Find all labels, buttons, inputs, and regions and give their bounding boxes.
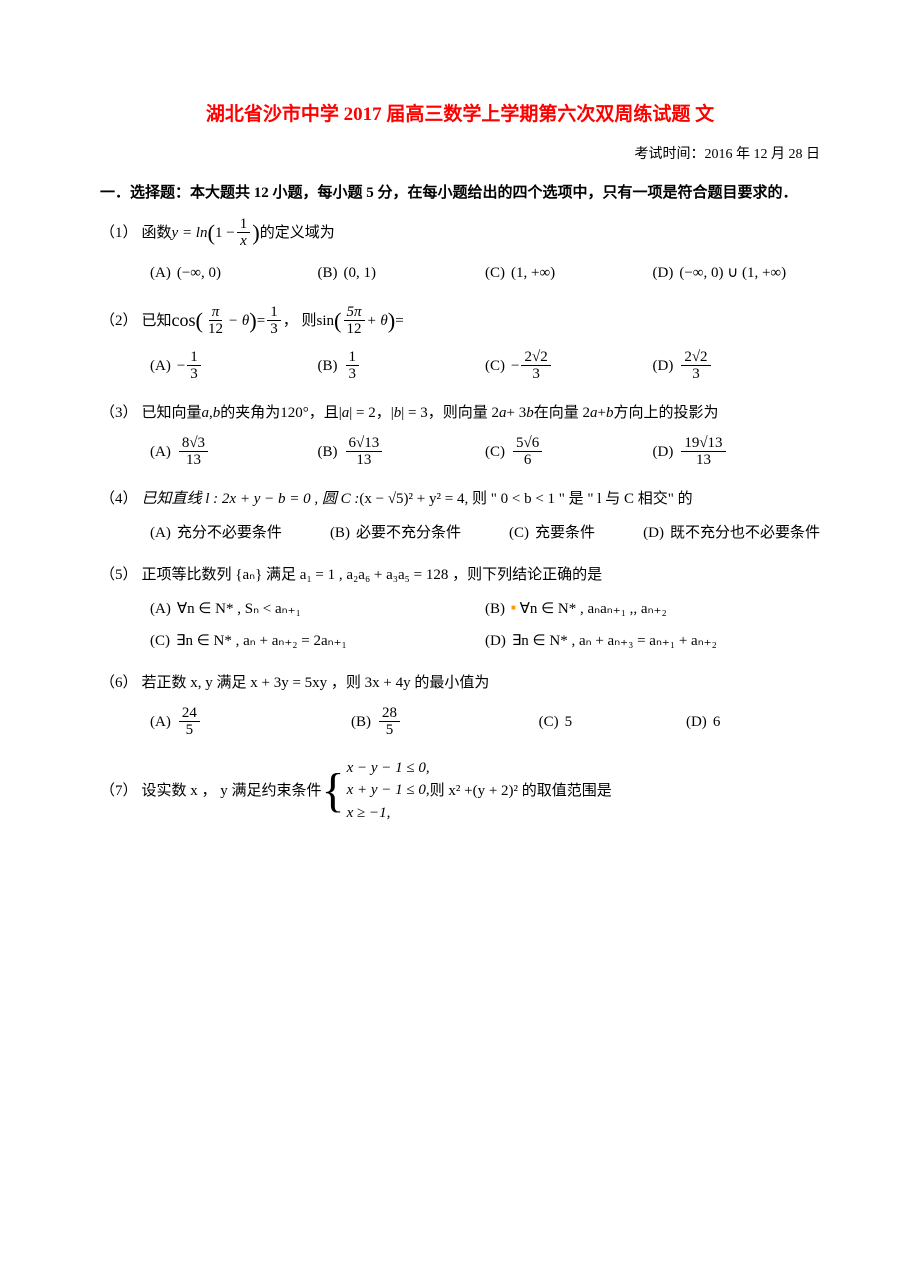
q5-row2: (C)∃n ∈ N* , aₙ + aₙ₊₂ = 2aₙ₊₁ (D)∃n ∈ N…: [100, 629, 820, 653]
q4-opt-d: (D)既不充分也不必要条件: [643, 521, 820, 545]
q4-opt-b: (B)必要不充分条件: [330, 521, 461, 545]
question-1: （1） 函数 y = ln ( 1 − 1 x ) 的定义域为 (A)(−∞, …: [100, 215, 820, 285]
q1-stem: （1） 函数 y = ln ( 1 − 1 x ) 的定义域为: [100, 215, 820, 251]
q4-stem: （4） 已知直线 l : 2x + y − b = 0 , 圆 C : (x −…: [100, 487, 820, 511]
q5-opt-a: (A)∀n ∈ N* , Sₙ < aₙ₊₁: [150, 597, 485, 621]
question-4: （4） 已知直线 l : 2x + y − b = 0 , 圆 C : (x −…: [100, 487, 820, 545]
q5-opt-d: (D)∃n ∈ N* , aₙ + aₙ₊₃ = aₙ₊₁ + aₙ₊₂: [485, 629, 820, 653]
q3-opt-a: (A)8√313: [150, 435, 318, 469]
question-7: （7） 设实数 x ， y 满足约束条件 { x − y − 1 ≤ 0, x …: [100, 757, 820, 825]
q5-opt-c: (C)∃n ∈ N* , aₙ + aₙ₊₂ = 2aₙ₊₁: [150, 629, 485, 653]
section-prefix: 一．选择题：: [100, 185, 190, 201]
q2-opt-a: (A)−13: [150, 349, 318, 383]
q3-opt-d: (D)19√1313: [653, 435, 821, 469]
q6-options: (A)245 (B)285 (C)5 (D)6: [100, 705, 820, 739]
q1-func: y = ln: [172, 221, 208, 245]
q6-opt-a: (A)245: [150, 705, 351, 739]
question-6: （6） 若正数 x, y 满足 x + 3y = 5xy ，则 3x + 4y …: [100, 671, 820, 739]
q1-opt-a: (A)(−∞, 0): [150, 261, 318, 285]
question-2: （2） 已知 cos ( π12 − θ ) = 13 ， 则 sin ( 5π…: [100, 303, 820, 383]
q1-opt-b: (B)(0, 1): [318, 261, 486, 285]
q6-opt-b: (B)285: [351, 705, 539, 739]
q1-frac: 1 x: [237, 216, 251, 250]
q3-options: (A)8√313 (B)6√1313 (C)5√66 (D)19√1313: [100, 435, 820, 469]
q3-opt-b: (B)6√1313: [318, 435, 486, 469]
exam-time: 考试时间：2016 年 12 月 28 日: [100, 144, 820, 166]
q4-opt-c: (C)充要条件: [509, 521, 595, 545]
q4-opt-a: (A)充分不必要条件: [150, 521, 282, 545]
question-5: （5） 正项等比数列 {aₙ} 满足 a₁ = 1 , a₂a₆ + a₃a₅ …: [100, 563, 820, 653]
q2-options: (A)−13 (B)13 (C)−2√23 (D)2√23: [100, 349, 820, 383]
q6-opt-d: (D)6: [686, 710, 820, 734]
q2-stem: （2） 已知 cos ( π12 − θ ) = 13 ， 则 sin ( 5π…: [100, 303, 820, 339]
section-body: 本大题共 12 小题，每小题 5 分，在每小题给出的四个选项中，只有一项是符合题…: [190, 185, 798, 201]
q1-num: （1）: [100, 221, 138, 245]
q2-num: （2）: [100, 309, 138, 333]
question-3: （3） 已知向量 a, b 的夹角为120°，且 |a| = 2 ， |b| =…: [100, 401, 820, 469]
q2-opt-c: (C)−2√23: [485, 349, 653, 383]
q6-stem: （6） 若正数 x, y 满足 x + 3y = 5xy ，则 3x + 4y …: [100, 671, 820, 695]
q2-opt-b: (B)13: [318, 349, 486, 383]
q5-opt-b: (B)■ ∀n ∈ N* , aₙaₙ₊₁ ,, aₙ₊₂: [485, 597, 820, 621]
q7-system: { x − y − 1 ≤ 0, x + y − 1 ≤ 0, x ≥ −1,: [322, 757, 430, 825]
lparen-icon: (: [207, 215, 215, 251]
q1-opt-c: (C)(1, +∞): [485, 261, 653, 285]
q3-stem: （3） 已知向量 a, b 的夹角为120°，且 |a| = 2 ， |b| =…: [100, 401, 820, 425]
q4-options: (A)充分不必要条件 (B)必要不充分条件 (C)充要条件 (D)既不充分也不必…: [100, 521, 820, 545]
rparen-icon: ): [252, 215, 260, 251]
brace-icon: {: [322, 769, 345, 812]
q5-stem: （5） 正项等比数列 {aₙ} 满足 a₁ = 1 , a₂a₆ + a₃a₅ …: [100, 563, 820, 587]
q6-opt-c: (C)5: [539, 710, 686, 734]
q7-stem: （7） 设实数 x ， y 满足约束条件 { x − y − 1 ≤ 0, x …: [100, 757, 820, 825]
marker-icon: ■: [511, 602, 516, 615]
section-heading: 一．选择题：本大题共 12 小题，每小题 5 分，在每小题给出的四个选项中，只有…: [100, 181, 820, 205]
q1-post: 的定义域为: [260, 221, 335, 245]
q1-opt-d: (D)(−∞, 0) ∪ (1, +∞): [653, 261, 821, 285]
q3-opt-c: (C)5√66: [485, 435, 653, 469]
q1-options: (A)(−∞, 0) (B)(0, 1) (C)(1, +∞) (D)(−∞, …: [100, 261, 820, 285]
q5-row1: (A)∀n ∈ N* , Sₙ < aₙ₊₁ (B)■ ∀n ∈ N* , aₙ…: [100, 597, 820, 621]
q2-opt-d: (D)2√23: [653, 349, 821, 383]
exam-title: 湖北省沙市中学 2017 届高三数学上学期第六次双周练试题 文: [100, 100, 820, 130]
q1-pre: 函数: [142, 221, 172, 245]
